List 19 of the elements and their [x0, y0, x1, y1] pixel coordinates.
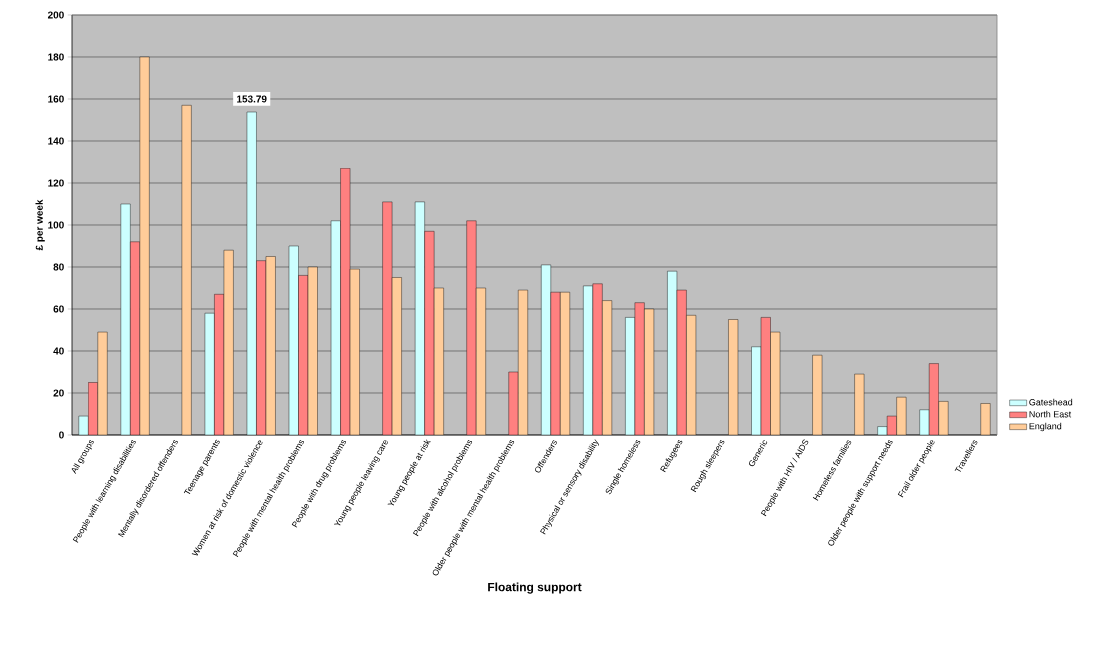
- legend-label: England: [1029, 422, 1062, 432]
- y-tick-label: 200: [47, 11, 64, 19]
- y-tick-label: 180: [48, 53, 64, 61]
- y-tick-label: 60: [53, 305, 64, 313]
- y-tick-label: 20: [53, 389, 64, 397]
- y-tick-label: 0: [59, 431, 64, 439]
- legend-label: Gateshead: [1029, 398, 1073, 406]
- data-label: 153.79: [237, 95, 267, 103]
- x-axis-title: Floating support: [488, 582, 582, 594]
- y-tick-label: 160: [48, 95, 64, 103]
- y-axis-title: £ per week: [35, 199, 45, 251]
- bar: [919, 409, 930, 435]
- y-tick-label: 100: [48, 221, 64, 229]
- y-tick-label: 140: [48, 137, 64, 145]
- legend-label: North East: [1029, 410, 1072, 418]
- y-tick-label: 120: [48, 179, 64, 187]
- y-tick-label: 40: [53, 347, 64, 355]
- bar: [120, 203, 131, 435]
- y-tick-label: 80: [53, 263, 64, 271]
